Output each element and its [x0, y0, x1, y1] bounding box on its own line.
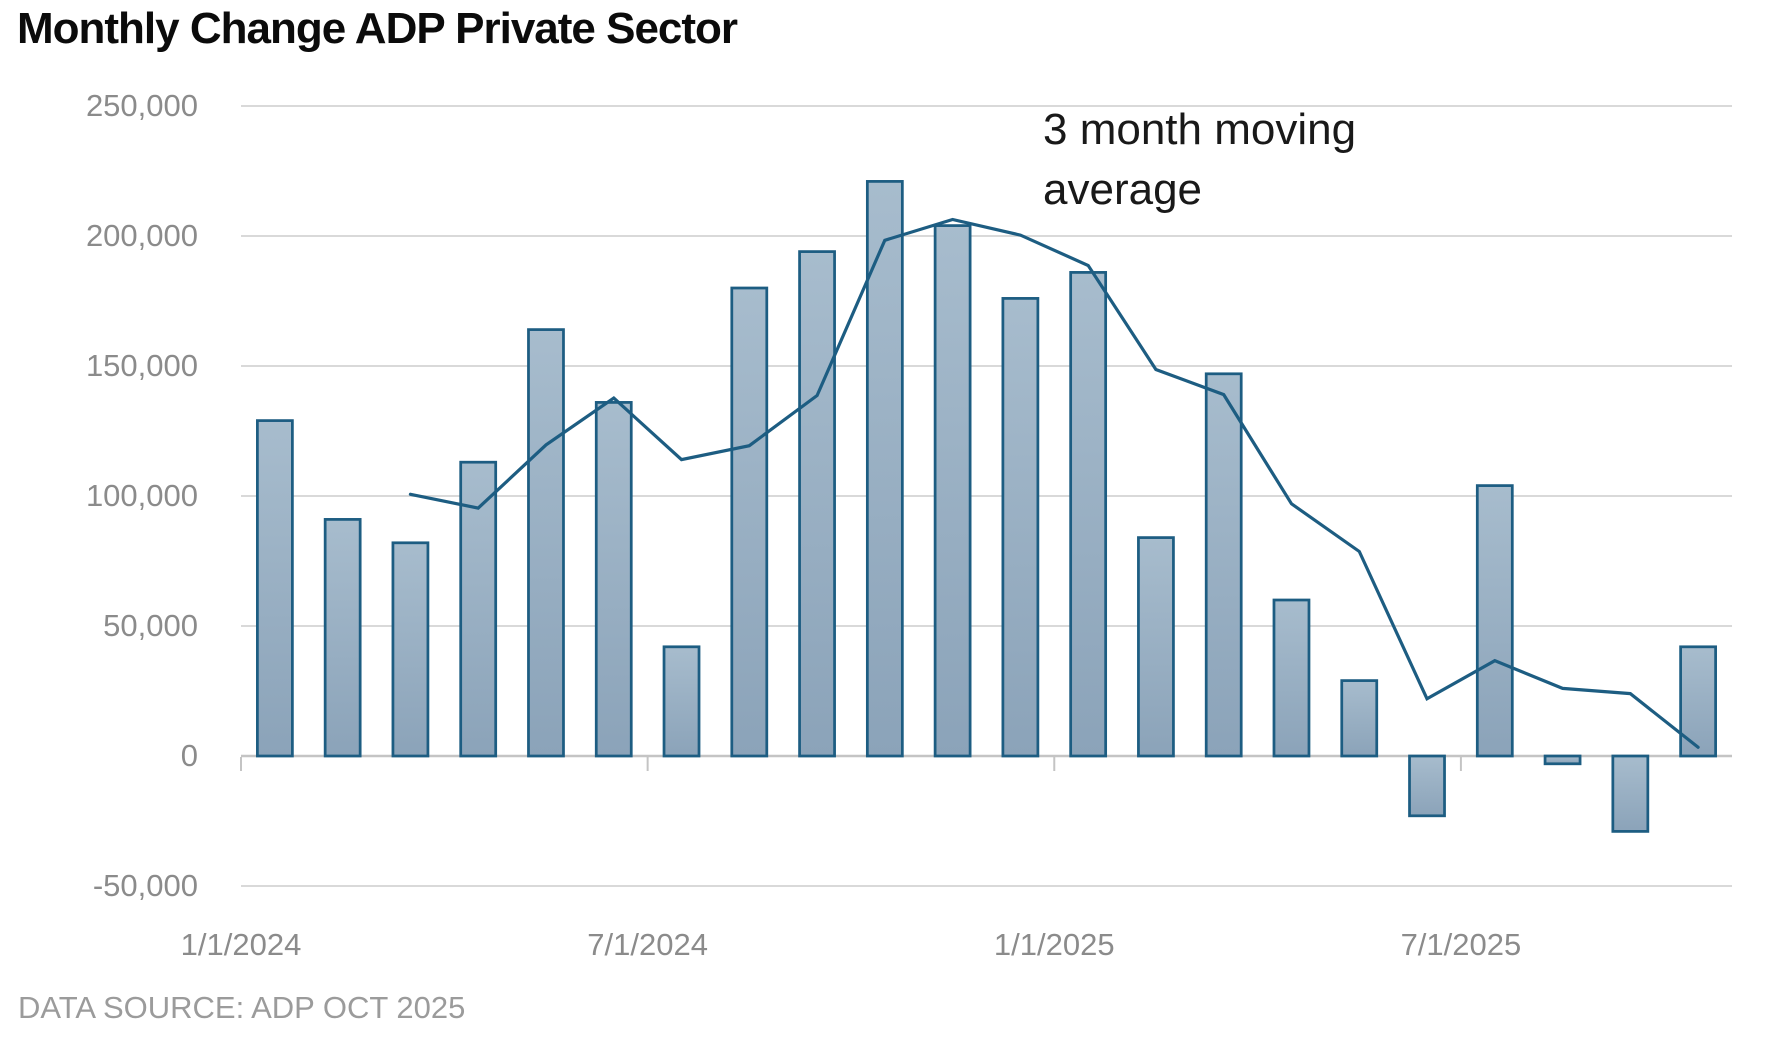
annotation-line-1: 3 month moving: [1043, 105, 1357, 154]
bar-2024-01: [256, 419, 294, 758]
bar-2024-04: [459, 460, 498, 758]
bar-2024-12: [1001, 297, 1040, 758]
y-tick-label-50000: 50,000: [103, 608, 198, 643]
line-annotation: 3 month moving average: [1043, 100, 1356, 220]
bar-2024-02: [323, 518, 362, 758]
bar-2025-04: [1272, 598, 1311, 758]
bar-2025-02: [1137, 536, 1175, 758]
bar-2024-07: [662, 645, 701, 758]
bar-2025-05: [1340, 679, 1379, 758]
y-tick-label-200000: 200,000: [85, 218, 198, 253]
y-tick-label-250000: 250,000: [85, 88, 198, 123]
y-tick-label--50000: -50,000: [92, 868, 198, 903]
bar-2025-03: [1204, 372, 1243, 758]
x-tick-label-7/1/2024: 7/1/2024: [587, 927, 708, 962]
bar-2024-08: [730, 286, 769, 758]
chart-title: Monthly Change ADP Private Sector: [17, 4, 738, 53]
bar-2025-07: [1475, 484, 1514, 758]
bar-2024-06: [594, 401, 633, 758]
bar-2025-08: [1543, 754, 1582, 766]
bar-2024-03: [391, 541, 430, 758]
bar-2024-05: [527, 328, 565, 758]
x-tick-label-1/1/2025: 1/1/2025: [993, 927, 1115, 962]
data-source: DATA SOURCE: ADP OCT 2025: [18, 990, 466, 1025]
annotation-line-2: average: [1043, 165, 1203, 214]
y-tick-label-150000: 150,000: [85, 348, 198, 383]
moving-average-line: [408, 217, 1700, 749]
bar-2024-09: [798, 250, 836, 758]
bar-2024-11: [933, 224, 972, 758]
x-tick-label-1/1/2024: 1/1/2024: [180, 927, 302, 962]
bar-2025-06: [1408, 754, 1446, 818]
y-tick-label-0: 0: [180, 738, 198, 773]
x-tick-label-7/1/2025: 7/1/2025: [1400, 927, 1522, 962]
bar-2025-09: [1611, 754, 1650, 833]
bar-2025-01: [1069, 271, 1108, 758]
y-tick-label-100000: 100,000: [85, 478, 198, 513]
bar-2024-10: [865, 180, 904, 758]
